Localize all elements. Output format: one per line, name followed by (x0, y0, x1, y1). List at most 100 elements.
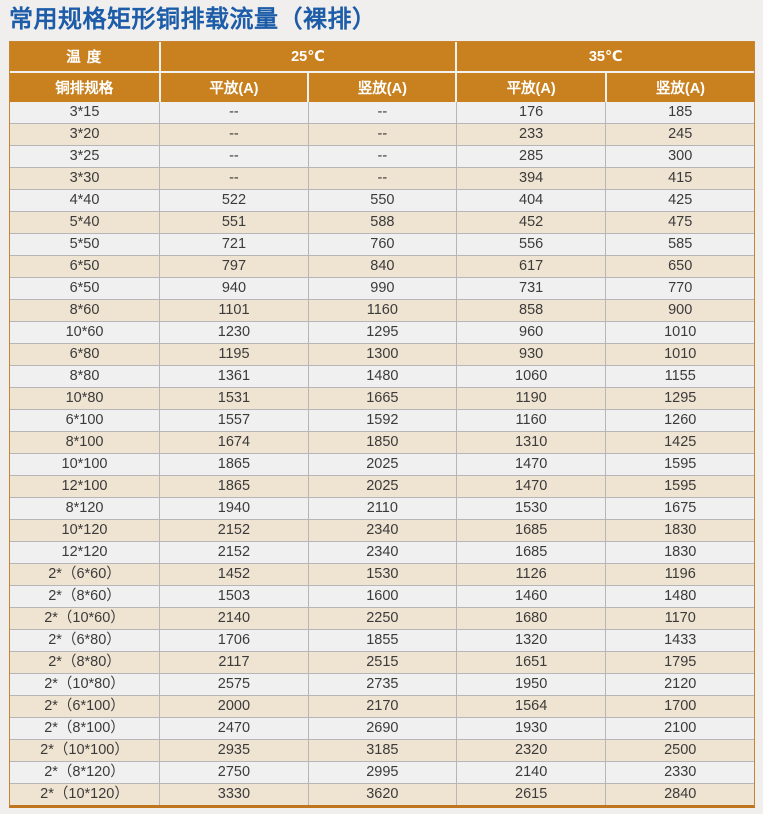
value-cell: 1195 (159, 343, 309, 366)
table-row: 12*120 2152 2340 1685 1830 (10, 541, 754, 564)
value-cell: -- (308, 123, 457, 146)
spec-cell: 2*（6*60） (10, 563, 161, 586)
value-cell: 1170 (605, 607, 754, 630)
value-cell: 1830 (605, 541, 754, 564)
value-cell: 3185 (308, 739, 457, 762)
header-35c: 35℃ (456, 42, 754, 73)
value-cell: 840 (308, 255, 457, 278)
spec-cell: 10*60 (10, 321, 161, 344)
value-cell: 1706 (159, 629, 309, 652)
spec-cell: 8*80 (10, 365, 161, 388)
table-row: 8*120 1940 2110 1530 1675 (10, 497, 754, 520)
table-row: 10*80 1531 1665 1190 1295 (10, 387, 754, 410)
spec-cell: 3*15 (10, 102, 161, 124)
spec-cell: 6*100 (10, 409, 161, 432)
value-cell: -- (159, 145, 309, 168)
value-cell: 1300 (308, 343, 457, 366)
header-vertical-35c: 竖放(A) (605, 72, 754, 102)
table-header: 温 度 25℃ 35℃ 铜排规格 平放(A) 竖放(A) 平放(A) 竖放(A) (10, 42, 754, 102)
spec-cell: 6*50 (10, 277, 161, 300)
value-cell: 522 (159, 189, 309, 212)
value-cell: 1160 (308, 299, 457, 322)
value-cell: 2340 (308, 541, 457, 564)
spec-cell: 12*100 (10, 475, 161, 498)
value-cell: 1295 (308, 321, 457, 344)
table-row: 3*15 -- -- 176 185 (10, 102, 754, 124)
value-cell: 1595 (605, 453, 754, 476)
spec-cell: 6*50 (10, 255, 161, 278)
value-cell: 2170 (308, 695, 457, 718)
value-cell: 245 (605, 123, 754, 146)
value-cell: 770 (605, 277, 754, 300)
spec-cell: 10*120 (10, 519, 161, 542)
value-cell: 650 (605, 255, 754, 278)
value-cell: 3330 (159, 783, 309, 805)
header-flat-35c: 平放(A) (456, 72, 607, 102)
spec-cell: 3*20 (10, 123, 161, 146)
value-cell: -- (308, 102, 457, 124)
value-cell: 1470 (456, 453, 607, 476)
value-cell: 1795 (605, 651, 754, 674)
value-cell: 1452 (159, 563, 309, 586)
value-cell: 1651 (456, 651, 607, 674)
value-cell: 2117 (159, 651, 309, 674)
value-cell: 1675 (605, 497, 754, 520)
table-row: 2*（10*80） 2575 2735 1950 2120 (10, 673, 754, 696)
table-row: 12*100 1865 2025 1470 1595 (10, 475, 754, 498)
header-row-columns: 铜排规格 平放(A) 竖放(A) 平放(A) 竖放(A) (10, 72, 754, 102)
value-cell: 1160 (456, 409, 607, 432)
value-cell: 1830 (605, 519, 754, 542)
value-cell: 1126 (456, 563, 607, 586)
table-row: 6*80 1195 1300 930 1010 (10, 343, 754, 366)
value-cell: -- (308, 167, 457, 190)
value-cell: 1930 (456, 717, 607, 740)
table-row: 5*40 551 588 452 475 (10, 211, 754, 234)
value-cell: 300 (605, 145, 754, 168)
value-cell: 1260 (605, 409, 754, 432)
table-row: 10*120 2152 2340 1685 1830 (10, 519, 754, 542)
table-row: 6*50 797 840 617 650 (10, 255, 754, 278)
table-row: 2*（10*100） 2935 3185 2320 2500 (10, 739, 754, 762)
value-cell: 2340 (308, 519, 457, 542)
value-cell: 1665 (308, 387, 457, 410)
value-cell: 2330 (605, 761, 754, 784)
value-cell: 1530 (308, 563, 457, 586)
value-cell: 550 (308, 189, 457, 212)
spec-cell: 2*（8*100） (10, 717, 161, 740)
value-cell: 2152 (159, 541, 309, 564)
table-row: 10*100 1865 2025 1470 1595 (10, 453, 754, 476)
value-cell: 2120 (605, 673, 754, 696)
spec-cell: 5*50 (10, 233, 161, 256)
value-cell: 1361 (159, 365, 309, 388)
spec-cell: 3*30 (10, 167, 161, 190)
header-row-temperature: 温 度 25℃ 35℃ (10, 42, 754, 73)
table-row: 2*（10*120） 3330 3620 2615 2840 (10, 783, 754, 805)
value-cell: 731 (456, 277, 607, 300)
value-cell: 425 (605, 189, 754, 212)
value-cell: 2100 (605, 717, 754, 740)
value-cell: 1470 (456, 475, 607, 498)
value-cell: 2470 (159, 717, 309, 740)
value-cell: 1530 (456, 497, 607, 520)
table-row: 6*100 1557 1592 1160 1260 (10, 409, 754, 432)
value-cell: 1950 (456, 673, 607, 696)
value-cell: 1855 (308, 629, 457, 652)
table-row: 2*（6*100） 2000 2170 1564 1700 (10, 695, 754, 718)
spec-cell: 2*（10*100） (10, 739, 161, 762)
value-cell: 551 (159, 211, 309, 234)
value-cell: 1557 (159, 409, 309, 432)
value-cell: 1190 (456, 387, 607, 410)
value-cell: 960 (456, 321, 607, 344)
value-cell: -- (159, 123, 309, 146)
value-cell: 1433 (605, 629, 754, 652)
table-row: 2*（6*60） 1452 1530 1126 1196 (10, 563, 754, 586)
table-body: 3*15 -- -- 176 185 3*20 -- -- 233 245 3*25 -- -- 285 3… (10, 102, 754, 805)
value-cell: 1295 (605, 387, 754, 410)
table-row: 4*40 522 550 404 425 (10, 189, 754, 212)
table-row: 10*60 1230 1295 960 1010 (10, 321, 754, 344)
value-cell: 2750 (159, 761, 309, 784)
value-cell: 1600 (308, 585, 457, 608)
table-row: 3*25 -- -- 285 300 (10, 145, 754, 168)
value-cell: 1700 (605, 695, 754, 718)
value-cell: 1592 (308, 409, 457, 432)
